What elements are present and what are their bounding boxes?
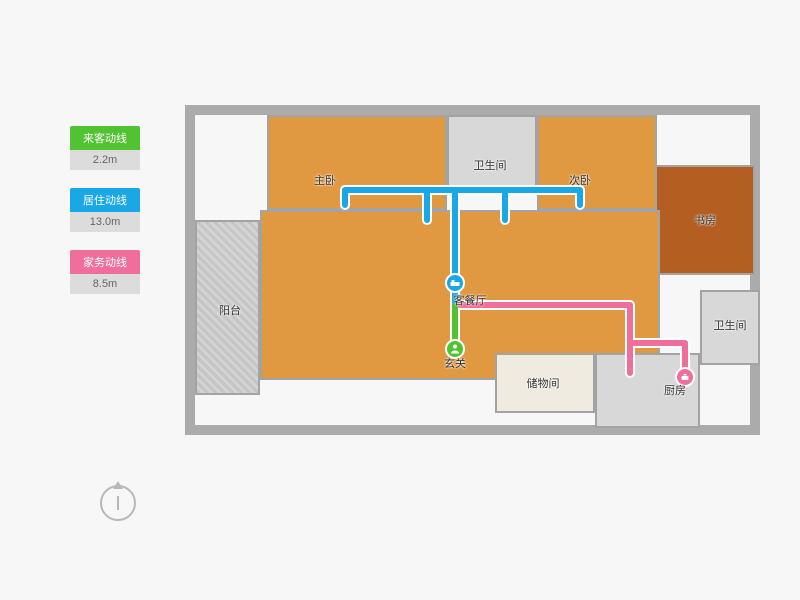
room-label-storage: 储物间: [527, 375, 560, 391]
floorplan: 主卧卫生间次卧书房客餐厅阳台玄关储物间厨房卫生间: [185, 105, 765, 455]
room-label-study: 书房: [694, 212, 716, 228]
room-label-living: 客餐厅: [454, 292, 487, 308]
legend-value: 8.5m: [70, 274, 140, 294]
room-label-bathroom_1: 卫生间: [474, 157, 507, 173]
legend-value: 13.0m: [70, 212, 140, 232]
legend-title: 家务动线: [70, 250, 140, 274]
legend-item-housework: 家务动线 8.5m: [70, 250, 140, 294]
room-label-master_bedroom: 主卧: [314, 172, 336, 188]
legend-item-living: 居住动线 13.0m: [70, 188, 140, 232]
compass-icon: [100, 485, 136, 521]
room-bathroom_1: [447, 115, 537, 190]
legend-title: 来客动线: [70, 126, 140, 150]
room-second_bedroom: [537, 115, 657, 210]
legend-item-guest: 来客动线 2.2m: [70, 126, 140, 170]
room-label-kitchen: 厨房: [664, 382, 686, 398]
room-label-bathroom_2: 卫生间: [714, 317, 747, 333]
room-master_bedroom: [267, 115, 447, 210]
legend-value: 2.2m: [70, 150, 140, 170]
legend: 来客动线 2.2m 居住动线 13.0m 家务动线 8.5m: [70, 126, 140, 312]
room-label-balcony: 阳台: [219, 302, 241, 318]
legend-title: 居住动线: [70, 188, 140, 212]
room-label-second_bedroom: 次卧: [569, 172, 591, 188]
node-living: [445, 273, 465, 293]
room-label-entry: 玄关: [444, 355, 466, 371]
